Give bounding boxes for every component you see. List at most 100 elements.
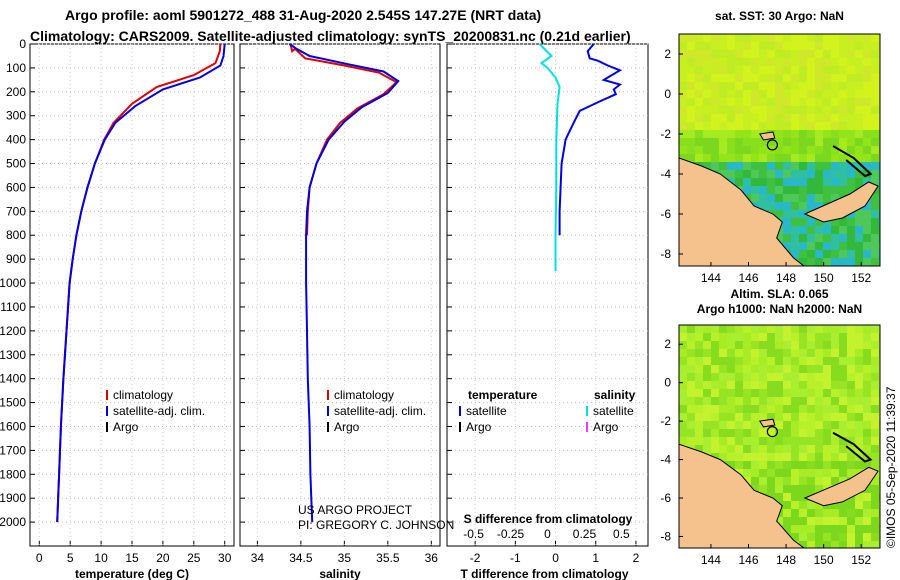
sea-cell	[767, 90, 776, 99]
sea-cell	[783, 130, 792, 139]
sea-cell	[711, 341, 720, 350]
sea-cell	[727, 429, 736, 438]
sea-cell	[751, 485, 760, 494]
sea-cell	[863, 34, 872, 43]
sea-cell	[823, 146, 832, 155]
sea-cell	[679, 365, 688, 374]
sea-cell	[799, 485, 808, 494]
sea-cell	[831, 357, 840, 366]
sea-cell	[839, 90, 848, 99]
sea-cell	[831, 130, 840, 139]
sea-cell	[791, 373, 800, 382]
sea-cell	[855, 58, 864, 67]
sea-cell	[815, 429, 824, 438]
sea-cell	[783, 349, 792, 358]
sea-cell	[863, 226, 872, 235]
land-new-britain	[803, 466, 879, 507]
sea-cell	[799, 138, 808, 147]
sea-cell	[679, 114, 688, 123]
sea-cell	[695, 114, 704, 123]
sea-cell	[791, 437, 800, 446]
sea-cell	[863, 42, 872, 51]
sea-cell	[695, 437, 704, 446]
sea-cell	[735, 146, 744, 155]
sea-cell	[719, 421, 728, 430]
sea-cell	[679, 90, 688, 99]
sea-cell	[791, 210, 800, 219]
sea-cell	[815, 397, 824, 406]
plot-frame	[29, 43, 235, 547]
sea-cell	[807, 90, 816, 99]
sea-cell	[847, 242, 856, 251]
sea-cell	[751, 469, 760, 478]
sea-cell	[751, 154, 760, 163]
sea-cell	[807, 242, 816, 251]
sea-cell	[719, 154, 728, 163]
x-tick-label: 34.5	[289, 551, 313, 565]
sea-cell	[759, 194, 768, 203]
sea-cell	[751, 66, 760, 75]
sea-cell	[759, 413, 768, 422]
sea-cell	[815, 381, 824, 390]
sea-cell	[767, 405, 776, 414]
float-marker	[766, 425, 778, 438]
sea-cell	[815, 106, 824, 115]
sea-cell	[751, 42, 760, 51]
legend-label: Argo	[466, 420, 492, 434]
sea-cell	[791, 349, 800, 358]
sea-cell	[743, 130, 752, 139]
sea-cell	[847, 325, 856, 334]
sea-cell	[839, 405, 848, 414]
sea-cell	[863, 258, 872, 266]
sea-cell	[871, 250, 880, 259]
sea-cell	[823, 341, 832, 350]
sea-cell	[831, 82, 840, 91]
sea-cell	[831, 242, 840, 251]
sea-cell	[863, 333, 872, 342]
sea-cell	[759, 42, 768, 51]
sea-cell	[735, 349, 744, 358]
sea-cell	[799, 349, 808, 358]
map-y-tick-label: -2	[660, 127, 671, 141]
sea-cell	[791, 194, 800, 203]
land-new-ireland	[832, 431, 873, 463]
sea-cell	[791, 365, 800, 374]
legend-label: Argo	[113, 420, 139, 434]
y-tick-label: 1400	[0, 372, 26, 386]
sea-cell	[847, 186, 856, 195]
sea-cell	[831, 218, 840, 227]
sea-cell	[743, 405, 752, 414]
credit-pi: PI: GREGORY C. JOHNSON	[298, 518, 454, 532]
sea-cell	[759, 106, 768, 115]
x-axis-label: T difference from climatology	[460, 567, 628, 580]
sea-cell	[839, 501, 848, 510]
sea-cell	[719, 341, 728, 350]
sea-cell	[687, 90, 696, 99]
sea-cell	[815, 218, 824, 227]
sea-cell	[767, 365, 776, 374]
sea-cell	[783, 381, 792, 390]
sea-cell	[711, 397, 720, 406]
sea-cell	[783, 509, 792, 518]
sea-cell	[871, 50, 880, 59]
sea-cell	[863, 373, 872, 382]
sea-cell	[751, 194, 760, 203]
sea-cell	[791, 74, 800, 83]
header-line1: Argo profile: aoml 5901272_488 31-Aug-20…	[65, 7, 541, 23]
sea-cell	[839, 122, 848, 131]
sea-cell	[799, 42, 808, 51]
sea-cell	[703, 421, 712, 430]
sea-cell	[767, 437, 776, 446]
sea-cell	[807, 429, 816, 438]
sea-cell	[799, 178, 808, 187]
sea-cell	[839, 437, 848, 446]
sea-cell	[839, 325, 848, 334]
sea-cell	[815, 186, 824, 195]
sea-cell	[703, 357, 712, 366]
sea-cell	[751, 34, 760, 43]
sea-cell	[831, 325, 840, 334]
sea-cell	[863, 114, 872, 123]
sea-cell	[791, 325, 800, 334]
sea-cell	[839, 226, 848, 235]
sea-cell	[695, 389, 704, 398]
